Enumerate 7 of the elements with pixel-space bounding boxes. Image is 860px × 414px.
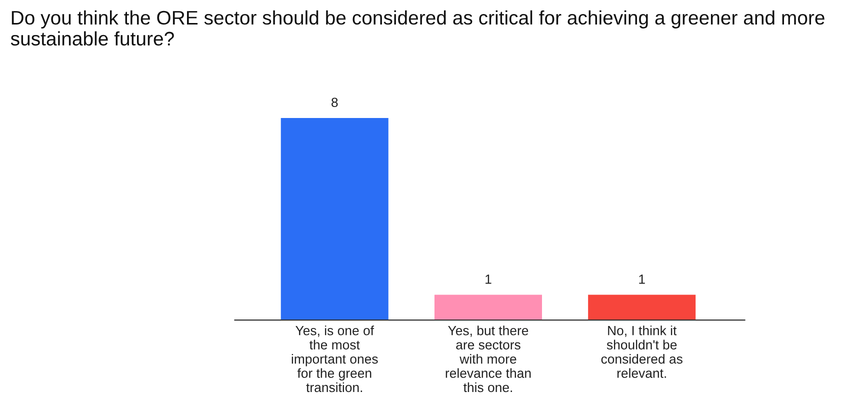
data-label: 1 xyxy=(486,274,492,284)
x-tick-label: No, I think it shouldn't be considered as relevant. xyxy=(601,326,682,378)
x-tick-label: Yes, but there are sectors with more relevance than this one. xyxy=(446,326,531,392)
data-label: 1 xyxy=(639,274,645,284)
chart-title: Do you think the ORE sector should be considered as critical for achieving a greener and more sustainable future? xyxy=(10,10,824,46)
x-tick-label: Yes, is one of the most important ones for the green transition. xyxy=(292,326,378,392)
data-label: 8 xyxy=(332,98,338,108)
